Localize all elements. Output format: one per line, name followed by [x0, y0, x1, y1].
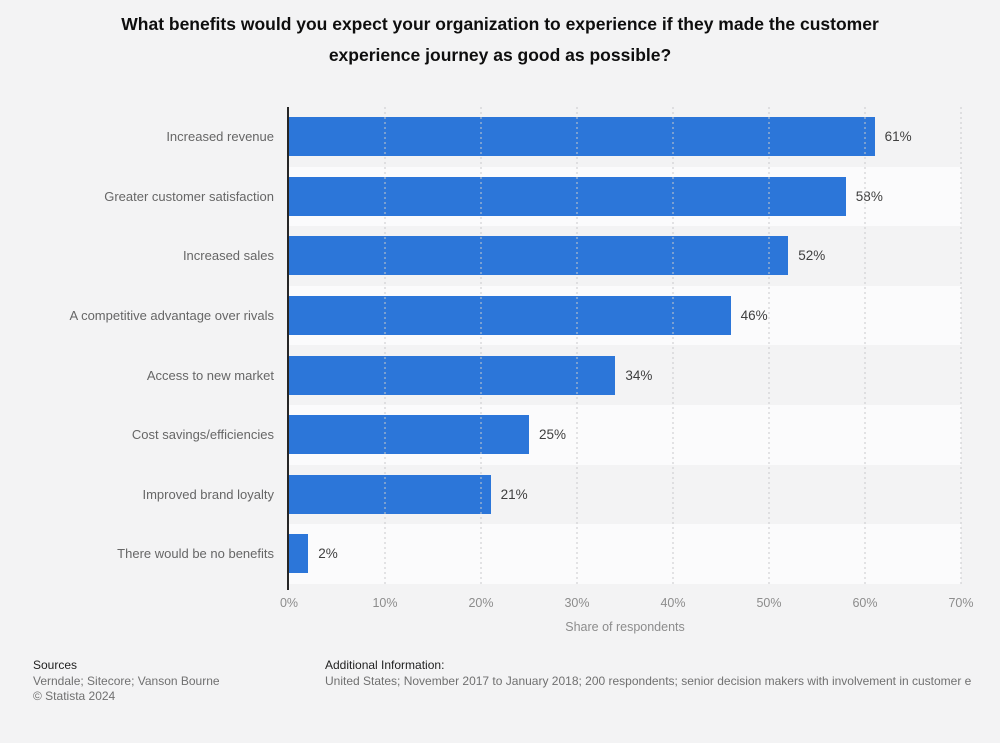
x-tick-label: 70%	[948, 596, 974, 610]
category-label: Increased sales	[182, 248, 274, 264]
category-label: A competitive advantage over rivals	[69, 308, 275, 324]
chart-row: 46%	[289, 285, 961, 346]
sources-text: Verndale; Sitecore; Vanson Bourne	[33, 673, 220, 688]
category-label: Improved brand loyalty	[142, 486, 274, 502]
gridline-10pct	[384, 107, 386, 584]
footer-sources-block: Sources Verndale; Sitecore; Vanson Bourn…	[33, 658, 313, 705]
category-label: Access to new market	[146, 367, 274, 383]
x-tick-label: 10%	[372, 596, 398, 610]
y-axis-line	[287, 107, 289, 590]
category-label: Increased revenue	[166, 129, 274, 145]
gridline-60pct	[864, 107, 866, 584]
gridline-30pct	[576, 107, 578, 584]
gridline-70pct	[960, 107, 962, 584]
bar-value-label: 61%	[884, 129, 912, 145]
bar-cost-savings	[289, 415, 529, 455]
x-tick-label: 30%	[564, 596, 590, 610]
bar-access-new-market	[289, 355, 616, 395]
bar-value-label: 46%	[740, 308, 768, 324]
gridline-20pct	[480, 107, 482, 584]
category-label: Cost savings/efficiencies	[131, 427, 274, 443]
chart-row: 2%	[289, 524, 961, 584]
bar-value-label: 34%	[625, 367, 653, 383]
x-axis-ticks: 0% 10% 20% 30% 40% 50% 60% 70%	[280, 596, 974, 611]
x-tick-label: 50%	[756, 596, 782, 610]
bar-value-label: 25%	[539, 427, 567, 443]
bar-increased-sales	[289, 236, 789, 276]
bar-improved-brand-loyalty	[289, 474, 491, 514]
footer-additional-block: Additional Information: United States; N…	[325, 658, 1000, 689]
category-axis: Increased revenue Greater customer satis…	[0, 107, 275, 584]
sources-heading: Sources	[33, 658, 78, 672]
x-tick-label: 0%	[279, 596, 299, 610]
chart-row: 25%	[289, 404, 961, 465]
x-axis-title: Share of respondents	[565, 620, 685, 634]
gridline-40pct	[672, 107, 674, 584]
statista-copyright: © Statista 2024	[33, 689, 116, 703]
chart-title: What benefits would you expect your orga…	[0, 9, 1000, 71]
chart-row: 61%	[289, 107, 961, 167]
bar-value-label: 52%	[798, 248, 826, 264]
category-label: Greater customer satisfaction	[104, 188, 274, 204]
bar-value-label: 21%	[500, 486, 528, 502]
bar-competitive-advantage	[289, 296, 731, 336]
chart-row: 34%	[289, 345, 961, 405]
chart-row: 58%	[289, 166, 961, 227]
chart-title-text: What benefits would you expect your orga…	[121, 14, 879, 65]
bar-no-benefits	[289, 534, 309, 574]
bar-value-label: 58%	[855, 188, 883, 204]
bar-greater-customer-satisfaction	[289, 176, 846, 216]
bar-value-label: 2%	[318, 546, 338, 562]
additional-information-heading: Additional Information:	[325, 658, 445, 672]
plot-area: 61% 58% 52% 46% 34% 25% 21% 2%	[289, 107, 962, 584]
category-label: There would be no benefits	[117, 546, 274, 562]
gridline-50pct	[768, 107, 770, 584]
x-tick-label: 60%	[852, 596, 878, 610]
bar-increased-revenue	[289, 117, 875, 157]
additional-information-text: United States; November 2017 to January …	[325, 673, 972, 688]
chart-row: 21%	[289, 464, 961, 525]
x-tick-label: 20%	[468, 596, 494, 610]
chart-row: 52%	[289, 226, 961, 286]
x-tick-label: 40%	[660, 596, 686, 610]
